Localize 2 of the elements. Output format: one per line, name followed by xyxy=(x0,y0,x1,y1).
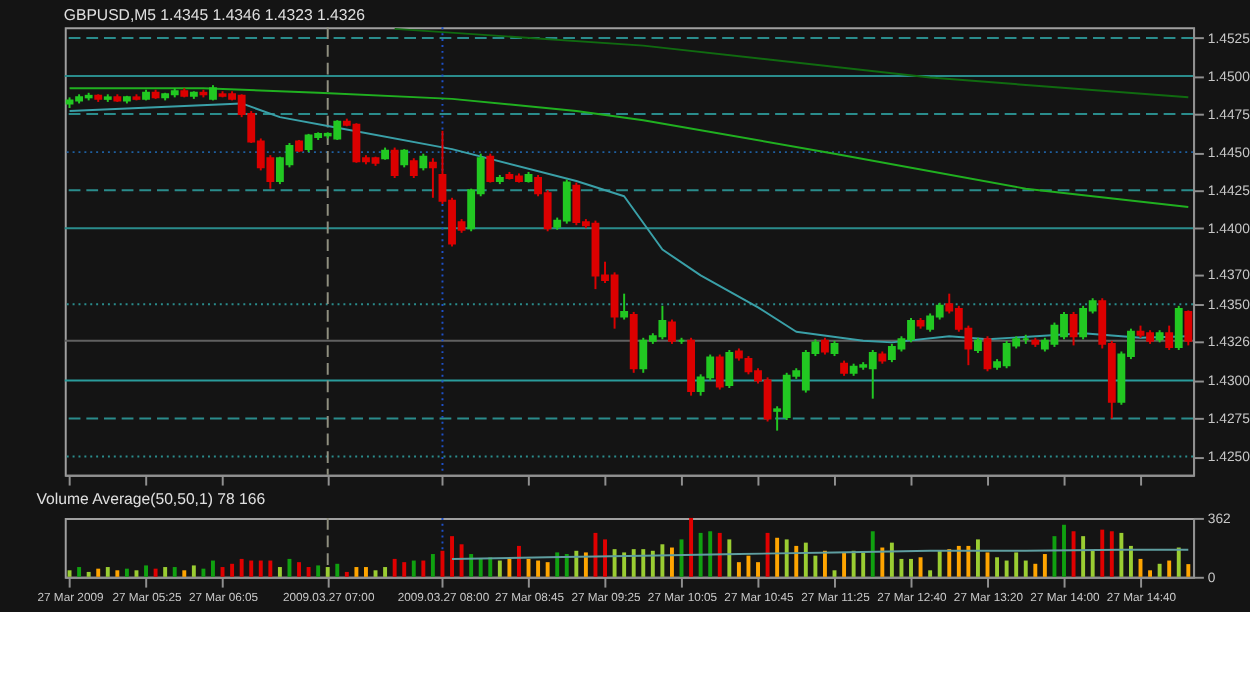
chart-title: Volume Average(50,50,1) 78 166 xyxy=(36,490,267,509)
chart-title: GBPUSD,M5 1.4345 1.4346 1.4323 1.4326 xyxy=(63,6,367,25)
